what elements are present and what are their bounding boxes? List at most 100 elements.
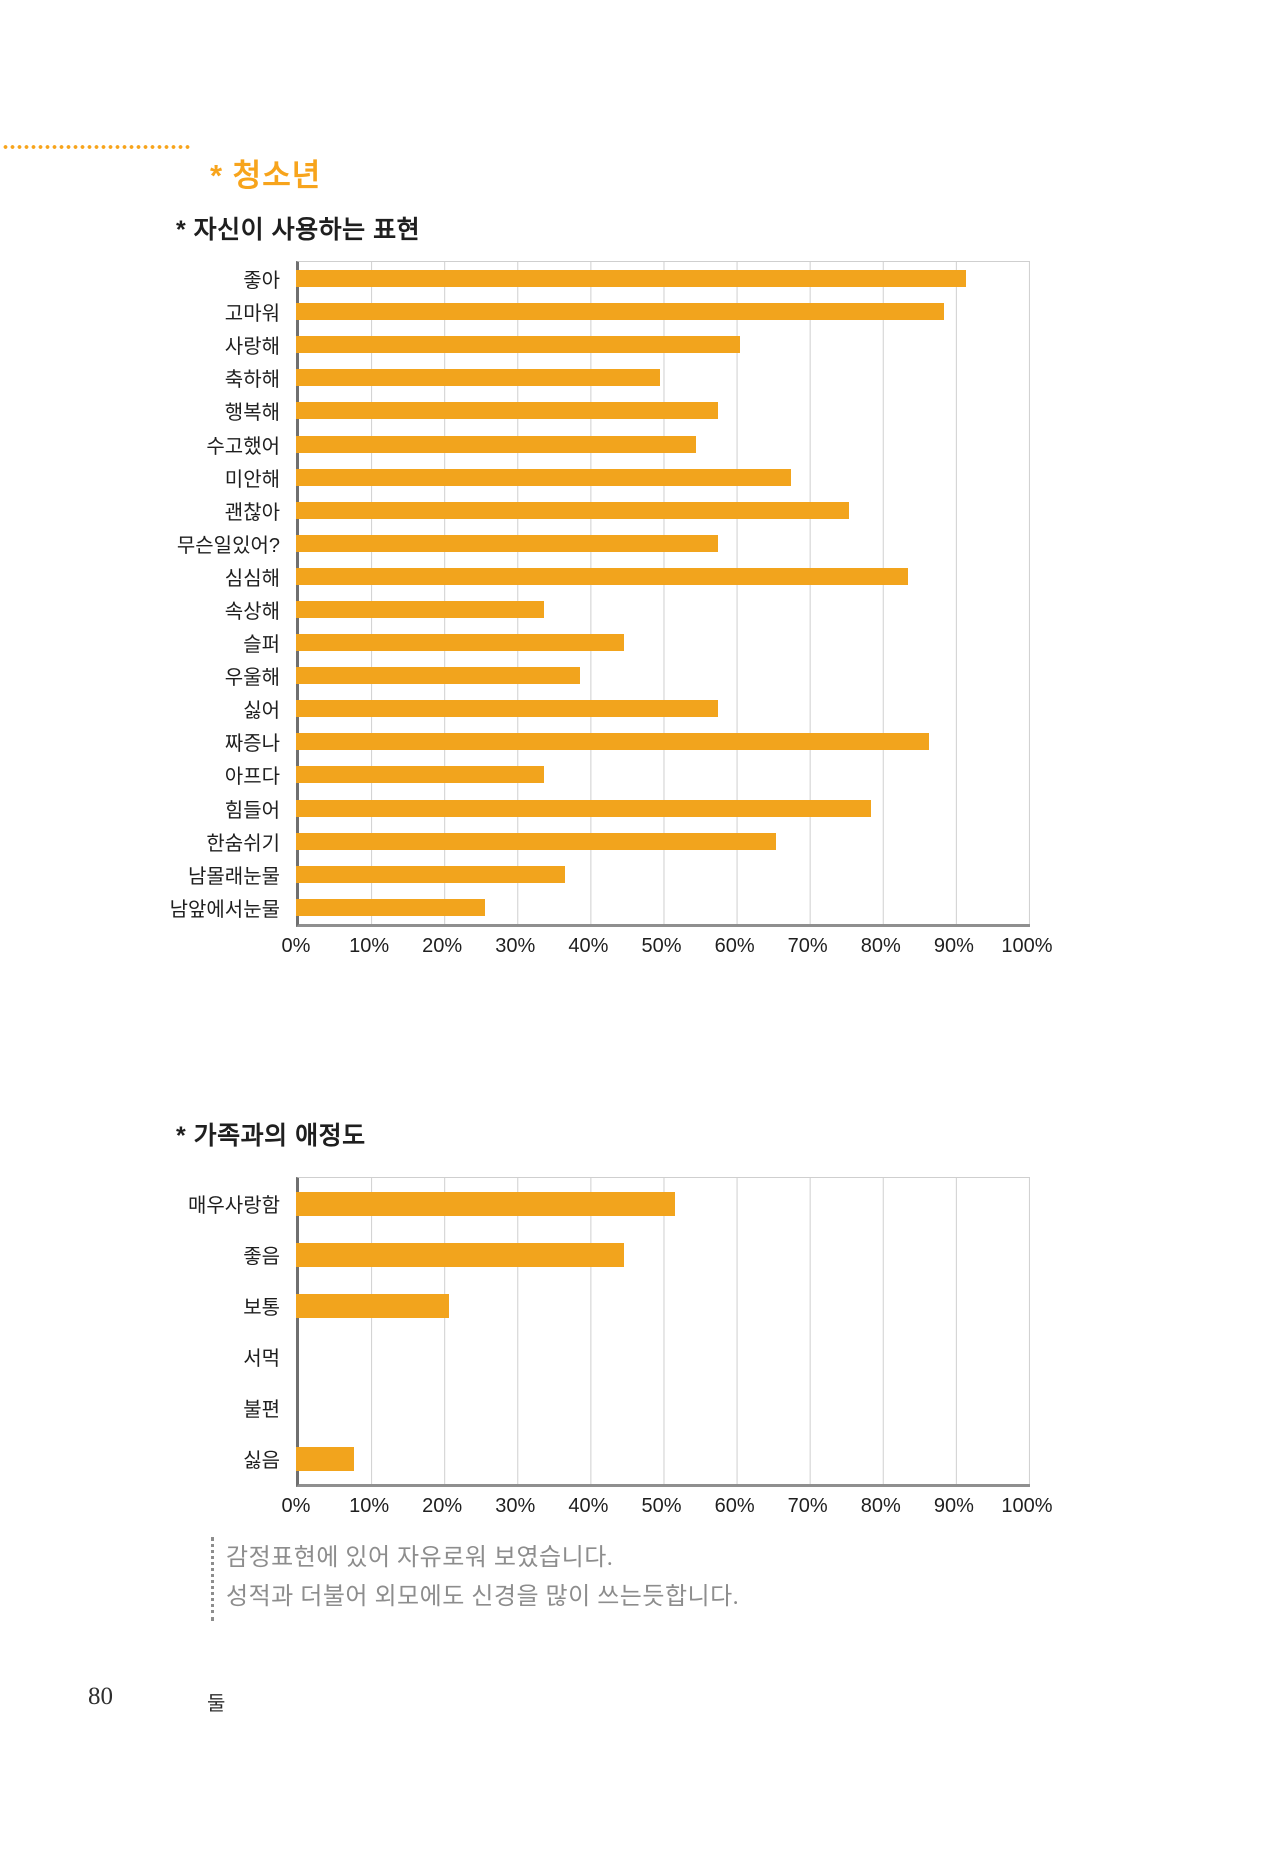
bar-row: 좋음 xyxy=(130,1229,1027,1280)
bar xyxy=(296,898,486,916)
bar-track xyxy=(296,1433,1024,1484)
bar-row: 사랑해 xyxy=(130,328,1027,361)
bar-row: 힘들어 xyxy=(130,792,1027,825)
bar xyxy=(296,865,566,883)
x-tick-label: 20% xyxy=(422,1495,463,1517)
bar xyxy=(296,468,792,486)
bar-row: 싫음 xyxy=(130,1433,1027,1484)
bar-row: 속상해 xyxy=(130,593,1027,626)
bar-track xyxy=(296,262,1024,295)
bar xyxy=(296,534,719,552)
bar xyxy=(296,700,719,718)
bar-row: 남몰래눈물 xyxy=(130,858,1027,891)
chart-title-family-affection: * 가족과의 애정도 xyxy=(176,1121,366,1150)
x-tick-label: 40% xyxy=(568,935,609,957)
category-label: 짜증나 xyxy=(224,733,280,756)
bar-rows: 좋아 고마워 사랑해 축하해 행복해 수고했어 미안해 괜찮아 무슨일있어? 심심해 속상해 슬퍼 우울… xyxy=(130,262,1027,924)
dotted-leader-line xyxy=(2,144,190,150)
category-label: 매우사랑함 xyxy=(188,1195,280,1217)
bar-track xyxy=(296,758,1024,791)
bar-row: 무슨일있어? xyxy=(130,527,1027,560)
category-label: 우울해 xyxy=(224,667,280,690)
x-tick-label: 90% xyxy=(933,1495,974,1517)
x-tick-label: 100% xyxy=(1001,935,1053,957)
bar-track xyxy=(296,825,1024,858)
x-tick-label: 60% xyxy=(714,1495,755,1517)
bar-row: 괜찮아 xyxy=(130,494,1027,527)
bar-track xyxy=(296,891,1024,924)
bar-track xyxy=(296,1178,1024,1229)
bar xyxy=(296,369,660,387)
category-label: 좋음 xyxy=(243,1246,280,1268)
bar xyxy=(296,501,850,519)
category-label: 한숨쉬기 xyxy=(206,832,280,855)
x-tick-label: 20% xyxy=(422,935,463,957)
category-label: 힘들어 xyxy=(224,799,280,822)
bar xyxy=(296,303,944,321)
page-title: * 청소년 xyxy=(210,157,322,193)
category-label: 괜찮아 xyxy=(224,501,280,524)
category-label: 속상해 xyxy=(224,600,280,623)
bar xyxy=(296,336,741,354)
x-tick-label: 0% xyxy=(281,935,311,957)
bar-track xyxy=(296,725,1024,758)
bar-track xyxy=(296,494,1024,527)
bar-row: 남앞에서눈물 xyxy=(130,891,1027,924)
bar-row: 좋아 xyxy=(130,262,1027,295)
category-label: 서먹 xyxy=(243,1348,280,1370)
x-tick-label: 80% xyxy=(860,1495,901,1517)
bar xyxy=(296,270,966,288)
bar-track xyxy=(296,328,1024,361)
bar-row: 행복해 xyxy=(130,394,1027,427)
bar xyxy=(296,600,544,618)
bar-track xyxy=(296,361,1024,394)
x-tick-label: 60% xyxy=(714,935,755,957)
bar-track xyxy=(296,626,1024,659)
x-tick-label: 70% xyxy=(787,1495,828,1517)
category-label: 보통 xyxy=(243,1297,280,1319)
category-label: 미안해 xyxy=(224,468,280,491)
x-axis: 0% 10% 20% 30% 40% 50% 60% 70% 80% 90% 100% xyxy=(282,935,1053,963)
bar-row: 서먹 xyxy=(130,1331,1027,1382)
x-tick-label: 50% xyxy=(641,1495,682,1517)
bar-track xyxy=(296,593,1024,626)
bar-track xyxy=(296,692,1024,725)
bar xyxy=(296,733,930,751)
bar-track xyxy=(296,560,1024,593)
comment-line: 성적과 더불어 외모에도 신경을 많이 쓰는듯합니다. xyxy=(226,1584,740,1610)
x-tick-label: 0% xyxy=(281,1495,311,1517)
chapter-mark: 둘 xyxy=(207,1693,226,1715)
bar-row: 보통 xyxy=(130,1280,1027,1331)
bar-row: 슬퍼 xyxy=(130,626,1027,659)
bar-track xyxy=(296,792,1024,825)
category-label: 슬퍼 xyxy=(243,634,280,657)
bar-row: 축하해 xyxy=(130,361,1027,394)
category-label: 고마워 xyxy=(224,303,280,326)
category-label: 아프다 xyxy=(224,766,280,789)
bar-track xyxy=(296,1280,1024,1331)
bar xyxy=(296,1446,355,1471)
bar-row: 고마워 xyxy=(130,295,1027,328)
category-label: 사랑해 xyxy=(224,336,280,359)
x-tick-label: 10% xyxy=(349,1495,390,1517)
category-label: 싫음 xyxy=(243,1450,280,1472)
category-label: 싫어 xyxy=(243,700,280,723)
x-tick-label: 30% xyxy=(495,1495,536,1517)
category-label: 수고했어 xyxy=(206,435,280,458)
category-label: 불편 xyxy=(243,1399,280,1421)
bar xyxy=(296,766,544,784)
bar-row: 아프다 xyxy=(130,758,1027,791)
bar-track xyxy=(296,461,1024,494)
bar-track xyxy=(296,427,1024,460)
comment-line: 감정표현에 있어 자유로워 보였습니다. xyxy=(226,1545,614,1571)
category-label: 축하해 xyxy=(224,369,280,392)
plot-area xyxy=(296,1177,1030,1487)
bar xyxy=(296,1191,675,1216)
category-label: 행복해 xyxy=(224,402,280,425)
bar-track xyxy=(296,1331,1024,1382)
x-tick-label: 40% xyxy=(568,1495,609,1517)
bar xyxy=(296,667,580,685)
bar-row: 미안해 xyxy=(130,461,1027,494)
bar xyxy=(296,832,777,850)
